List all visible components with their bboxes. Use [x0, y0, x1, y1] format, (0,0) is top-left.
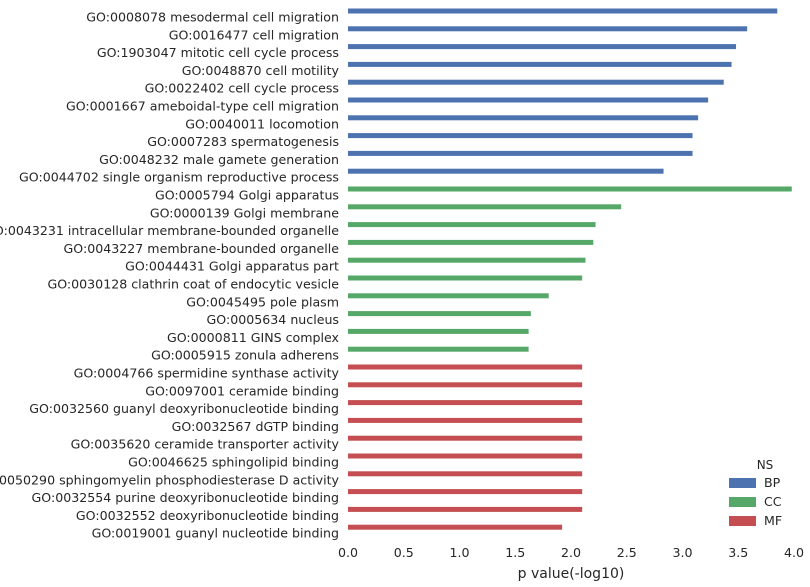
x-tick-label: 3.5 — [728, 545, 748, 560]
legend-label: MF — [764, 513, 782, 528]
y-tick-labels: GO:0008078 mesodermal cell migration GO:0… — [0, 10, 340, 541]
bars-group — [348, 8, 792, 530]
legend-entries: BP CC MF — [729, 475, 782, 528]
legend-swatch-mf — [729, 516, 756, 526]
x-tick-label: 0.5 — [394, 545, 414, 560]
x-tick-label: 4.0 — [784, 545, 804, 560]
y-tick-label: GO:0032560 guanyl deoxyribonucleotide bi… — [29, 401, 339, 416]
y-tick-label: GO:0045495 pole plasm — [186, 294, 339, 309]
bar-cc — [348, 275, 583, 281]
x-tick-label: 0.0 — [338, 545, 358, 560]
y-tick-label: GO:0050290 sphingomyelin phosphodiestera… — [0, 472, 340, 487]
y-tick-label: GO:0000139 Golgi membrane — [150, 205, 339, 220]
bar-cc — [348, 293, 549, 299]
legend-label: CC — [764, 494, 782, 509]
x-tick-label: 1.0 — [449, 545, 469, 560]
y-tick-label: GO:0000811 GINS complex — [167, 330, 340, 345]
y-tick-label: GO:0043231 intracellular membrane-bounde… — [0, 223, 339, 238]
bar-mf — [348, 489, 583, 495]
bar-cc — [348, 346, 529, 352]
y-tick-label: GO:0022402 cell cycle process — [145, 81, 339, 96]
bar-bp — [348, 61, 732, 67]
x-tick-labels: 0.0 0.5 1.0 1.5 2.0 2.5 3.0 3.5 4.0 — [338, 545, 804, 560]
x-tick-label: 3.0 — [672, 545, 692, 560]
bar-cc — [348, 328, 529, 334]
y-tick-label: GO:0044431 Golgi apparatus part — [125, 259, 339, 274]
x-axis-label: p value(-log10) — [518, 566, 625, 582]
legend-title: NS — [757, 458, 774, 472]
bar-cc — [348, 204, 622, 210]
bar-mf — [348, 382, 583, 388]
bar-mf — [348, 471, 583, 477]
bar-cc — [348, 186, 792, 192]
bar-bp — [348, 44, 737, 50]
bar-cc — [348, 239, 594, 245]
bar-cc — [348, 257, 586, 263]
y-tick-label: GO:0048232 male gamete generation — [99, 152, 339, 167]
legend: NS BP CC MF — [729, 458, 782, 528]
bar-cc — [348, 222, 596, 228]
bar-mf — [348, 417, 583, 423]
bar-mf — [348, 364, 583, 370]
y-tick-label: GO:0048870 cell motility — [182, 63, 340, 78]
y-tick-label: GO:0030128 clathrin coat of endocytic ve… — [47, 277, 339, 292]
x-tick-label: 1.5 — [505, 545, 525, 560]
bar-bp — [348, 168, 664, 174]
y-tick-label: GO:0004766 spermidine synthase activity — [74, 366, 340, 381]
bar-bp — [348, 26, 748, 32]
y-tick-label: GO:1903047 mitotic cell cycle process — [97, 45, 339, 60]
y-tick-label: GO:0001667 ameboidal-type cell migration — [66, 99, 339, 114]
bar-bp — [348, 133, 693, 139]
bar-bp — [348, 79, 724, 85]
bar-mf — [348, 453, 583, 459]
legend-swatch-bp — [729, 478, 756, 488]
legend-label: BP — [764, 475, 781, 490]
y-tick-label: GO:0044702 single organism reproductive … — [19, 170, 339, 185]
y-tick-label: GO:0097001 ceramide binding — [145, 383, 339, 398]
y-tick-label: GO:0035620 ceramide transporter activity — [71, 437, 340, 452]
bar-bp — [348, 97, 709, 103]
bar-bp — [348, 8, 778, 14]
x-tick-label: 2.5 — [617, 545, 637, 560]
y-tick-label: GO:0016477 cell migration — [169, 27, 339, 42]
y-tick-label: GO:0032554 purine deoxyribonucleotide bi… — [32, 490, 339, 505]
y-tick-label: GO:0019001 guanyl nucleotide binding — [92, 526, 339, 541]
legend-swatch-cc — [729, 497, 756, 507]
y-tick-label: GO:0005915 zonula adherens — [151, 348, 339, 363]
bar-bp — [348, 115, 699, 121]
y-tick-label: GO:0040011 locomotion — [185, 116, 339, 131]
bar-bp — [348, 150, 693, 156]
y-tick-label: GO:0008078 mesodermal cell migration — [86, 10, 339, 25]
x-tick-label: 2.0 — [561, 545, 581, 560]
y-tick-label: GO:0043227 membrane-bounded organelle — [64, 241, 340, 256]
bar-mf — [348, 524, 563, 530]
y-tick-label: GO:0032567 dGTP binding — [172, 419, 339, 434]
bar-cc — [348, 311, 531, 317]
y-tick-label: GO:0032552 deoxyribonucleotide binding — [76, 508, 339, 523]
bar-mf — [348, 506, 583, 512]
y-tick-label: GO:0005794 Golgi apparatus — [155, 188, 339, 203]
bar-mf — [348, 400, 583, 406]
bar-mf — [348, 435, 583, 441]
y-tick-label: GO:0005634 nucleus — [207, 312, 339, 327]
y-tick-label: GO:0007283 spermatogenesis — [147, 134, 339, 149]
y-tick-label: GO:0046625 sphingolipid binding — [128, 455, 339, 470]
